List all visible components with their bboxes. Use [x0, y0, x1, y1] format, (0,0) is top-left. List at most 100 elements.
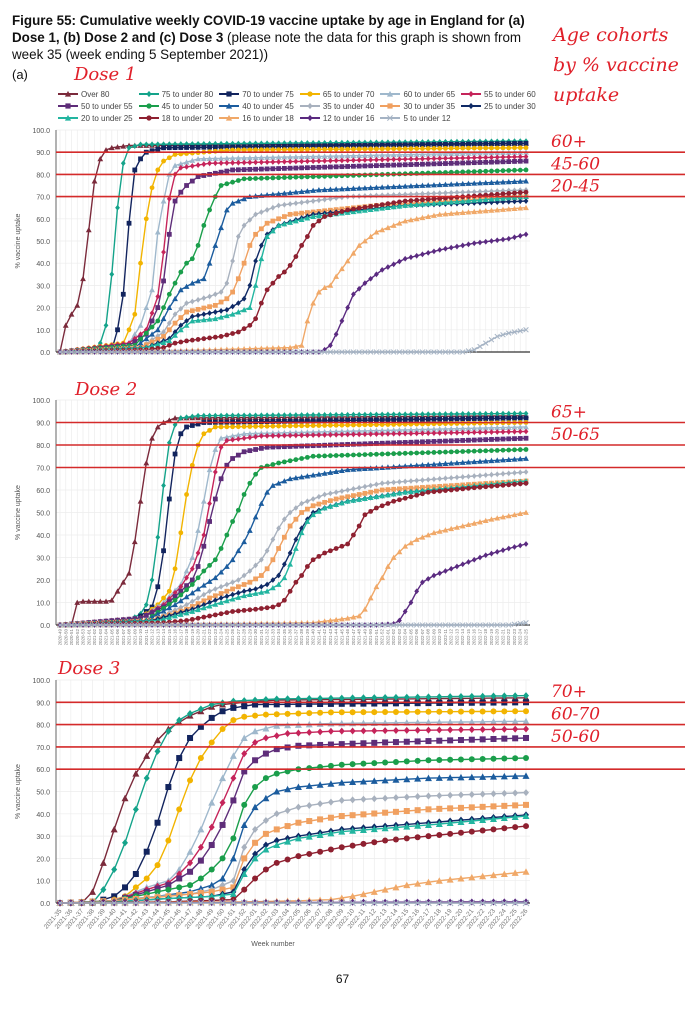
data-point [489, 168, 494, 174]
data-point [306, 850, 313, 857]
x-tick-label: 2021-44 [334, 629, 339, 645]
data-point [500, 870, 508, 878]
data-point [501, 725, 508, 733]
data-point [425, 461, 432, 468]
data-point [304, 418, 310, 424]
data-point [494, 195, 501, 202]
series-line [59, 417, 527, 626]
data-point [197, 875, 204, 882]
data-point [402, 411, 408, 418]
data-point [367, 184, 374, 191]
data-point [523, 167, 529, 173]
legend-label: 35 to under 40 [322, 101, 375, 111]
data-point [437, 155, 443, 162]
data-point [374, 203, 379, 208]
legend-swatch [58, 114, 78, 121]
data-point [281, 349, 288, 355]
data-point [310, 423, 316, 428]
x-tick-label: 2021-52 [380, 629, 385, 645]
data-point [506, 141, 512, 146]
data-point [281, 429, 288, 436]
x-tick-label: 2022-22 [506, 629, 511, 645]
data-point [414, 693, 421, 701]
data-point [293, 200, 299, 207]
data-point [523, 447, 529, 452]
data-point [114, 622, 121, 628]
data-point [523, 198, 529, 204]
data-point [483, 448, 489, 454]
data-point [132, 622, 138, 628]
data-point [295, 853, 302, 860]
data-point [99, 859, 107, 866]
data-point [483, 154, 489, 161]
data-point [197, 723, 204, 730]
data-point [374, 417, 379, 423]
data-point [333, 431, 339, 438]
data-point [160, 622, 167, 628]
x-tick-label: 2022-17 [477, 629, 482, 645]
data-point [506, 410, 512, 417]
data-point [420, 155, 425, 162]
data-point [200, 582, 207, 588]
data-point [413, 151, 420, 157]
data-point [264, 430, 271, 436]
data-point [466, 473, 471, 480]
series-line [59, 180, 527, 353]
data-point [299, 174, 305, 180]
data-point [482, 622, 489, 628]
data-point [424, 821, 432, 828]
legend-swatch [380, 115, 401, 121]
data-point [218, 595, 224, 601]
data-point [316, 349, 322, 355]
y-tick-label: 40.0 [36, 261, 50, 268]
data-point [195, 155, 201, 162]
data-point [230, 899, 237, 907]
data-point [459, 209, 466, 215]
data-point [284, 856, 291, 863]
data-point [420, 142, 425, 147]
data-point [327, 780, 335, 787]
data-point [166, 417, 173, 423]
data-point [189, 308, 195, 314]
data-point [327, 694, 334, 702]
data-point [218, 583, 224, 590]
data-point [132, 899, 140, 907]
x-tick-label: 2021-51 [374, 629, 379, 645]
data-point [293, 158, 299, 165]
data-point [306, 818, 313, 825]
data-point [287, 444, 293, 449]
data-point [253, 231, 259, 237]
data-point [419, 182, 426, 188]
data-point [298, 474, 305, 480]
data-point [224, 181, 230, 187]
data-point [316, 501, 322, 507]
data-point [241, 855, 248, 862]
data-point [322, 453, 328, 459]
data-point [442, 622, 449, 628]
data-point [517, 447, 523, 453]
data-point [149, 286, 155, 293]
data-point [207, 412, 212, 419]
data-point [512, 234, 517, 241]
data-point [506, 168, 512, 173]
data-point [287, 349, 293, 355]
data-point [304, 443, 310, 449]
data-point [494, 154, 500, 161]
data-point [420, 450, 425, 456]
data-point [500, 332, 506, 338]
data-point [362, 422, 368, 428]
data-point [166, 145, 172, 151]
data-point [477, 519, 483, 525]
series-20-to-under-25 [57, 478, 529, 628]
data-point [316, 831, 324, 838]
data-point [479, 816, 487, 823]
legend-item: 65 to under 70 [299, 89, 374, 99]
data-point [258, 433, 264, 439]
data-point [183, 159, 190, 165]
data-point [143, 460, 150, 466]
data-point [488, 179, 495, 185]
data-point [241, 349, 247, 355]
data-point [402, 543, 409, 549]
data-point [206, 578, 213, 584]
data-point [143, 330, 149, 336]
